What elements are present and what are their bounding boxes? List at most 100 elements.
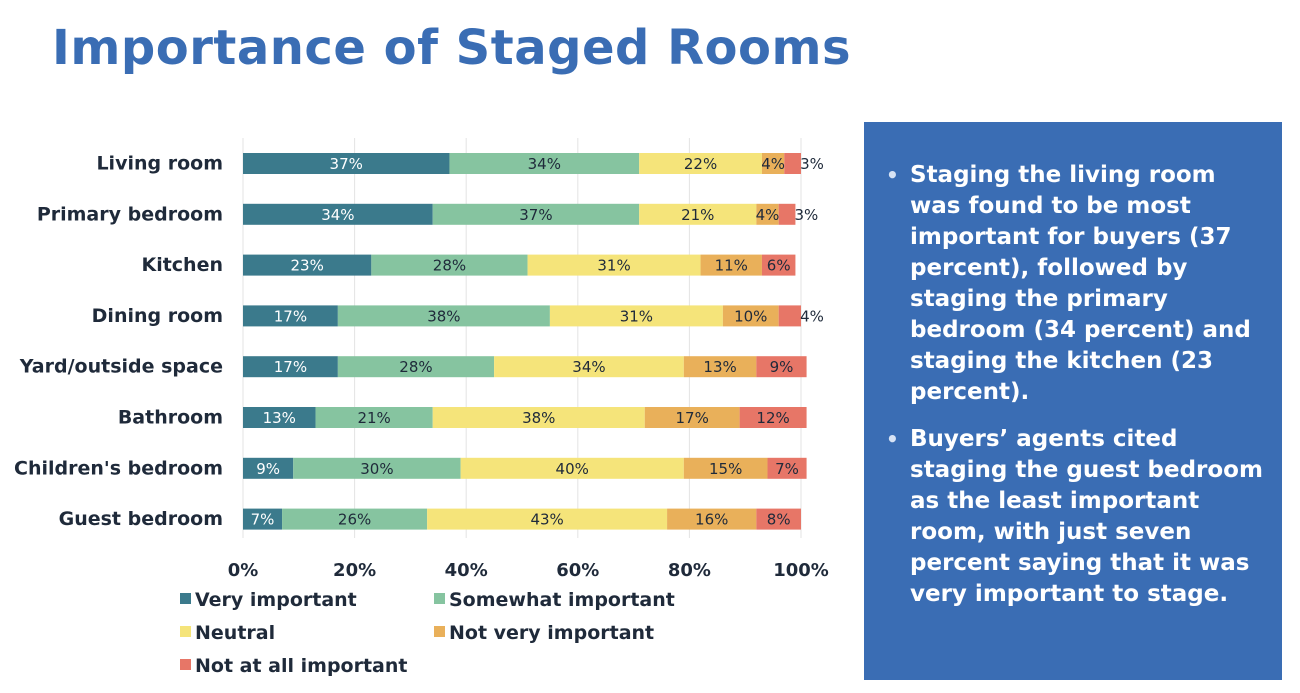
data-label: 38% bbox=[522, 409, 555, 427]
data-label: 40% bbox=[556, 460, 589, 478]
bar-segment bbox=[700, 254, 762, 276]
legend-swatch bbox=[434, 626, 445, 637]
summary-text: Staging the living room was found to be … bbox=[910, 162, 1251, 405]
bar-segment bbox=[683, 356, 757, 378]
data-label: 31% bbox=[620, 307, 653, 325]
data-label: 10% bbox=[734, 307, 767, 325]
category-label: Living room bbox=[96, 153, 223, 175]
data-label: 9% bbox=[256, 460, 280, 478]
bar-segment bbox=[549, 305, 723, 327]
data-label: 34% bbox=[321, 206, 354, 224]
bar-segment bbox=[243, 407, 316, 428]
data-label: 38% bbox=[427, 307, 460, 325]
bar-segment bbox=[644, 407, 740, 428]
bar-segment bbox=[243, 203, 433, 225]
bar-segment bbox=[449, 153, 640, 174]
bar-segment bbox=[767, 457, 807, 479]
bar-segment bbox=[282, 508, 428, 530]
data-label: 3% bbox=[800, 155, 824, 173]
summary-bullet-2: • Buyers’ agents cited staging the guest … bbox=[886, 424, 1264, 610]
data-label: 17% bbox=[676, 409, 709, 427]
bar-segment bbox=[337, 356, 495, 378]
stacked-bar-chart: 37% 34% 22% 4% 3% 34% 37% 21% 4% 3% 23% 28% 31% 11% 6%… bbox=[14, 138, 829, 677]
data-label: 6% bbox=[767, 257, 791, 275]
bar-segment bbox=[243, 356, 338, 378]
data-label: 7% bbox=[775, 460, 799, 478]
data-label: 4% bbox=[761, 155, 785, 173]
data-label: 4% bbox=[800, 307, 824, 325]
bar-segment bbox=[756, 203, 779, 225]
bar-segment bbox=[639, 153, 762, 174]
legend-label: Not at all important bbox=[195, 655, 407, 677]
summary-box: • Staging the living room was found to be… bbox=[864, 122, 1282, 680]
legend-swatch bbox=[180, 659, 191, 670]
x-tick-label: 20% bbox=[333, 560, 376, 581]
data-label: 31% bbox=[597, 257, 630, 275]
data-label: 26% bbox=[338, 511, 371, 529]
legend-swatch bbox=[180, 593, 191, 604]
legend-swatch bbox=[180, 626, 191, 637]
bar-segment bbox=[427, 508, 668, 530]
bar-segment bbox=[739, 407, 807, 428]
legend-label: Not very important bbox=[449, 622, 654, 644]
bar-segment bbox=[371, 254, 528, 276]
data-label: 4% bbox=[756, 206, 780, 224]
data-label: 34% bbox=[572, 358, 605, 376]
bar-segment bbox=[460, 457, 684, 479]
summary-list: • Staging the living room was found to be… bbox=[886, 160, 1264, 610]
bar-segment bbox=[293, 457, 461, 479]
data-label: 37% bbox=[519, 206, 552, 224]
legend-swatch bbox=[434, 593, 445, 604]
bar-segment bbox=[756, 356, 807, 378]
category-label: Primary bedroom bbox=[37, 203, 223, 225]
bar-segment bbox=[432, 407, 645, 428]
bar-segment bbox=[243, 508, 283, 530]
x-tick-label: 60% bbox=[556, 560, 599, 581]
data-label: 34% bbox=[528, 155, 561, 173]
data-label: 12% bbox=[756, 409, 789, 427]
bar-segment bbox=[337, 305, 550, 327]
data-label: 7% bbox=[251, 511, 275, 529]
legend-label: Neutral bbox=[195, 622, 275, 644]
category-label: Children's bedroom bbox=[14, 457, 223, 479]
data-label: 43% bbox=[530, 511, 563, 529]
data-label: 28% bbox=[433, 257, 466, 275]
bar-segment bbox=[243, 254, 372, 276]
data-label: 9% bbox=[770, 358, 794, 376]
data-label: 13% bbox=[703, 358, 736, 376]
bar-segment bbox=[761, 254, 796, 276]
bar-segment bbox=[761, 153, 785, 174]
data-label: 3% bbox=[795, 206, 819, 224]
data-label: 21% bbox=[681, 206, 714, 224]
x-tick-label: 100% bbox=[773, 560, 829, 581]
bar-segment bbox=[722, 305, 779, 327]
data-label: 17% bbox=[274, 307, 307, 325]
data-label: 21% bbox=[357, 409, 390, 427]
bar-segment bbox=[683, 457, 768, 479]
x-tick-label: 40% bbox=[445, 560, 488, 581]
category-label: Dining room bbox=[92, 305, 223, 327]
category-label: Yard/outside space bbox=[19, 356, 223, 378]
bullet-icon: • bbox=[886, 163, 899, 187]
data-label: 8% bbox=[767, 511, 791, 529]
bar-segment bbox=[315, 407, 433, 428]
data-label: 17% bbox=[274, 358, 307, 376]
bar-segment bbox=[784, 153, 801, 174]
legend-label: Very important bbox=[195, 589, 357, 611]
bar-segment bbox=[527, 254, 701, 276]
data-label: 23% bbox=[290, 257, 323, 275]
bar-segment bbox=[243, 457, 294, 479]
data-label: 37% bbox=[330, 155, 363, 173]
data-label: 16% bbox=[695, 511, 728, 529]
page-title: Importance of Staged Rooms bbox=[52, 20, 852, 76]
bullet-icon: • bbox=[886, 427, 899, 451]
data-label: 15% bbox=[709, 460, 742, 478]
x-tick-label: 80% bbox=[668, 560, 711, 581]
bar-segment bbox=[639, 203, 757, 225]
category-label: Bathroom bbox=[118, 407, 223, 429]
data-label: 28% bbox=[399, 358, 432, 376]
bar-segment bbox=[667, 508, 757, 530]
category-label: Kitchen bbox=[141, 254, 223, 276]
bar-segment bbox=[778, 203, 796, 225]
data-label: 11% bbox=[715, 257, 748, 275]
